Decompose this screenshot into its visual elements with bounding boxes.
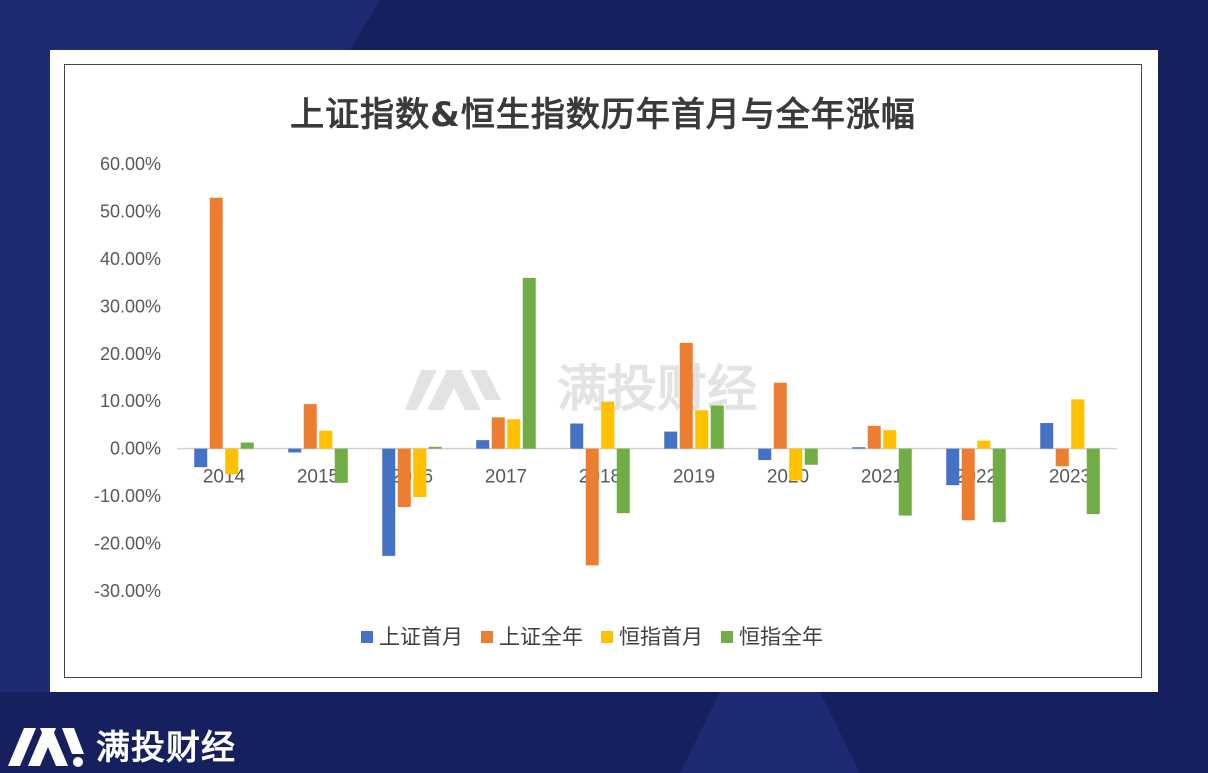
bar xyxy=(428,446,442,449)
bar xyxy=(601,401,615,449)
y-tick-label: 0.00% xyxy=(110,439,161,459)
bar xyxy=(476,440,490,449)
bar xyxy=(303,404,317,449)
bar xyxy=(397,448,411,508)
legend-swatch xyxy=(601,631,613,643)
bar xyxy=(570,423,584,449)
bar xyxy=(1040,423,1054,449)
bar xyxy=(382,448,396,556)
bar-chart: 满投财经 60.00% 50.00% 40.00% 30.00% 20.00% 10.00%… xyxy=(94,154,1117,649)
legend-swatch xyxy=(481,631,493,643)
watermark-logo-icon xyxy=(405,370,437,410)
bar xyxy=(585,448,599,566)
y-tick-label: 50.00% xyxy=(100,201,161,221)
brand-footer: 满投财经 xyxy=(6,719,236,769)
bar xyxy=(413,448,427,498)
y-tick-label: -20.00% xyxy=(94,534,161,554)
bar xyxy=(522,277,536,449)
bar xyxy=(334,448,348,483)
bar xyxy=(209,197,223,449)
bar xyxy=(773,382,787,449)
bar xyxy=(852,447,866,449)
x-tick-label: 2021 xyxy=(861,467,903,488)
chart-title: 上证指数&恒生指数历年首月与全年涨幅 xyxy=(290,95,916,135)
legend-label: 上证全年 xyxy=(499,626,583,649)
bar xyxy=(977,440,991,449)
watermark-logo-icon xyxy=(427,370,463,410)
bar xyxy=(992,448,1006,523)
x-tick-label: 2017 xyxy=(485,467,527,488)
watermark-logo-icon xyxy=(470,370,501,400)
chart-frame: 上证指数&恒生指数历年首月与全年涨幅 满投财经 60.00% 50.00% 40.00… xyxy=(64,64,1142,678)
bar xyxy=(194,448,208,468)
x-tick-label: 2019 xyxy=(673,467,715,488)
x-tick-label: 2015 xyxy=(297,467,339,488)
bar xyxy=(1071,399,1085,449)
bar xyxy=(898,448,912,516)
bar xyxy=(789,448,803,481)
y-tick-label: -10.00% xyxy=(94,486,161,506)
legend-label: 恒指全年 xyxy=(739,626,823,649)
bar xyxy=(804,448,818,465)
bar xyxy=(710,405,724,449)
bar xyxy=(867,425,881,449)
y-tick-label: 30.00% xyxy=(100,296,161,316)
mt-logo-icon xyxy=(8,728,84,767)
chart-panel: 上证指数&恒生指数历年首月与全年涨幅 满投财经 60.00% 50.00% 40.00… xyxy=(50,50,1158,692)
y-tick-label: 60.00% xyxy=(100,154,161,174)
brand-name: 满投财经 xyxy=(96,727,236,768)
legend-label: 上证首月 xyxy=(379,626,463,649)
watermark-text: 满投财经 xyxy=(557,361,757,417)
y-tick-label: 40.00% xyxy=(100,249,161,269)
bar xyxy=(616,448,630,514)
watermark: 满投财经 xyxy=(405,361,757,417)
bar xyxy=(758,448,772,461)
bar xyxy=(225,448,239,475)
bar xyxy=(946,448,960,486)
bar xyxy=(319,430,333,449)
bar xyxy=(240,442,254,449)
x-tick-label: 2022 xyxy=(955,467,997,488)
bar xyxy=(695,410,709,449)
legend-label: 恒指首月 xyxy=(619,626,703,649)
y-tick-label: 20.00% xyxy=(100,344,161,364)
bar xyxy=(1055,448,1069,467)
x-tick-label: 2014 xyxy=(203,467,246,488)
bar xyxy=(679,342,693,449)
bar xyxy=(883,430,897,449)
y-tick-label: 10.00% xyxy=(100,391,161,411)
x-tick-label: 2020 xyxy=(767,467,809,488)
bar xyxy=(961,448,975,521)
bar xyxy=(664,431,678,449)
x-tick-label: 2016 xyxy=(391,467,433,488)
x-tick-label: 2023 xyxy=(1049,467,1091,488)
bar xyxy=(288,448,302,453)
legend-swatch xyxy=(361,631,373,643)
watermark-logo-icon xyxy=(445,370,481,410)
bar xyxy=(1086,448,1100,515)
bar xyxy=(507,419,521,449)
legend-swatch xyxy=(721,631,733,643)
bar xyxy=(491,417,505,449)
x-tick-label: 2018 xyxy=(579,467,621,488)
y-tick-label: -30.00% xyxy=(94,581,161,601)
